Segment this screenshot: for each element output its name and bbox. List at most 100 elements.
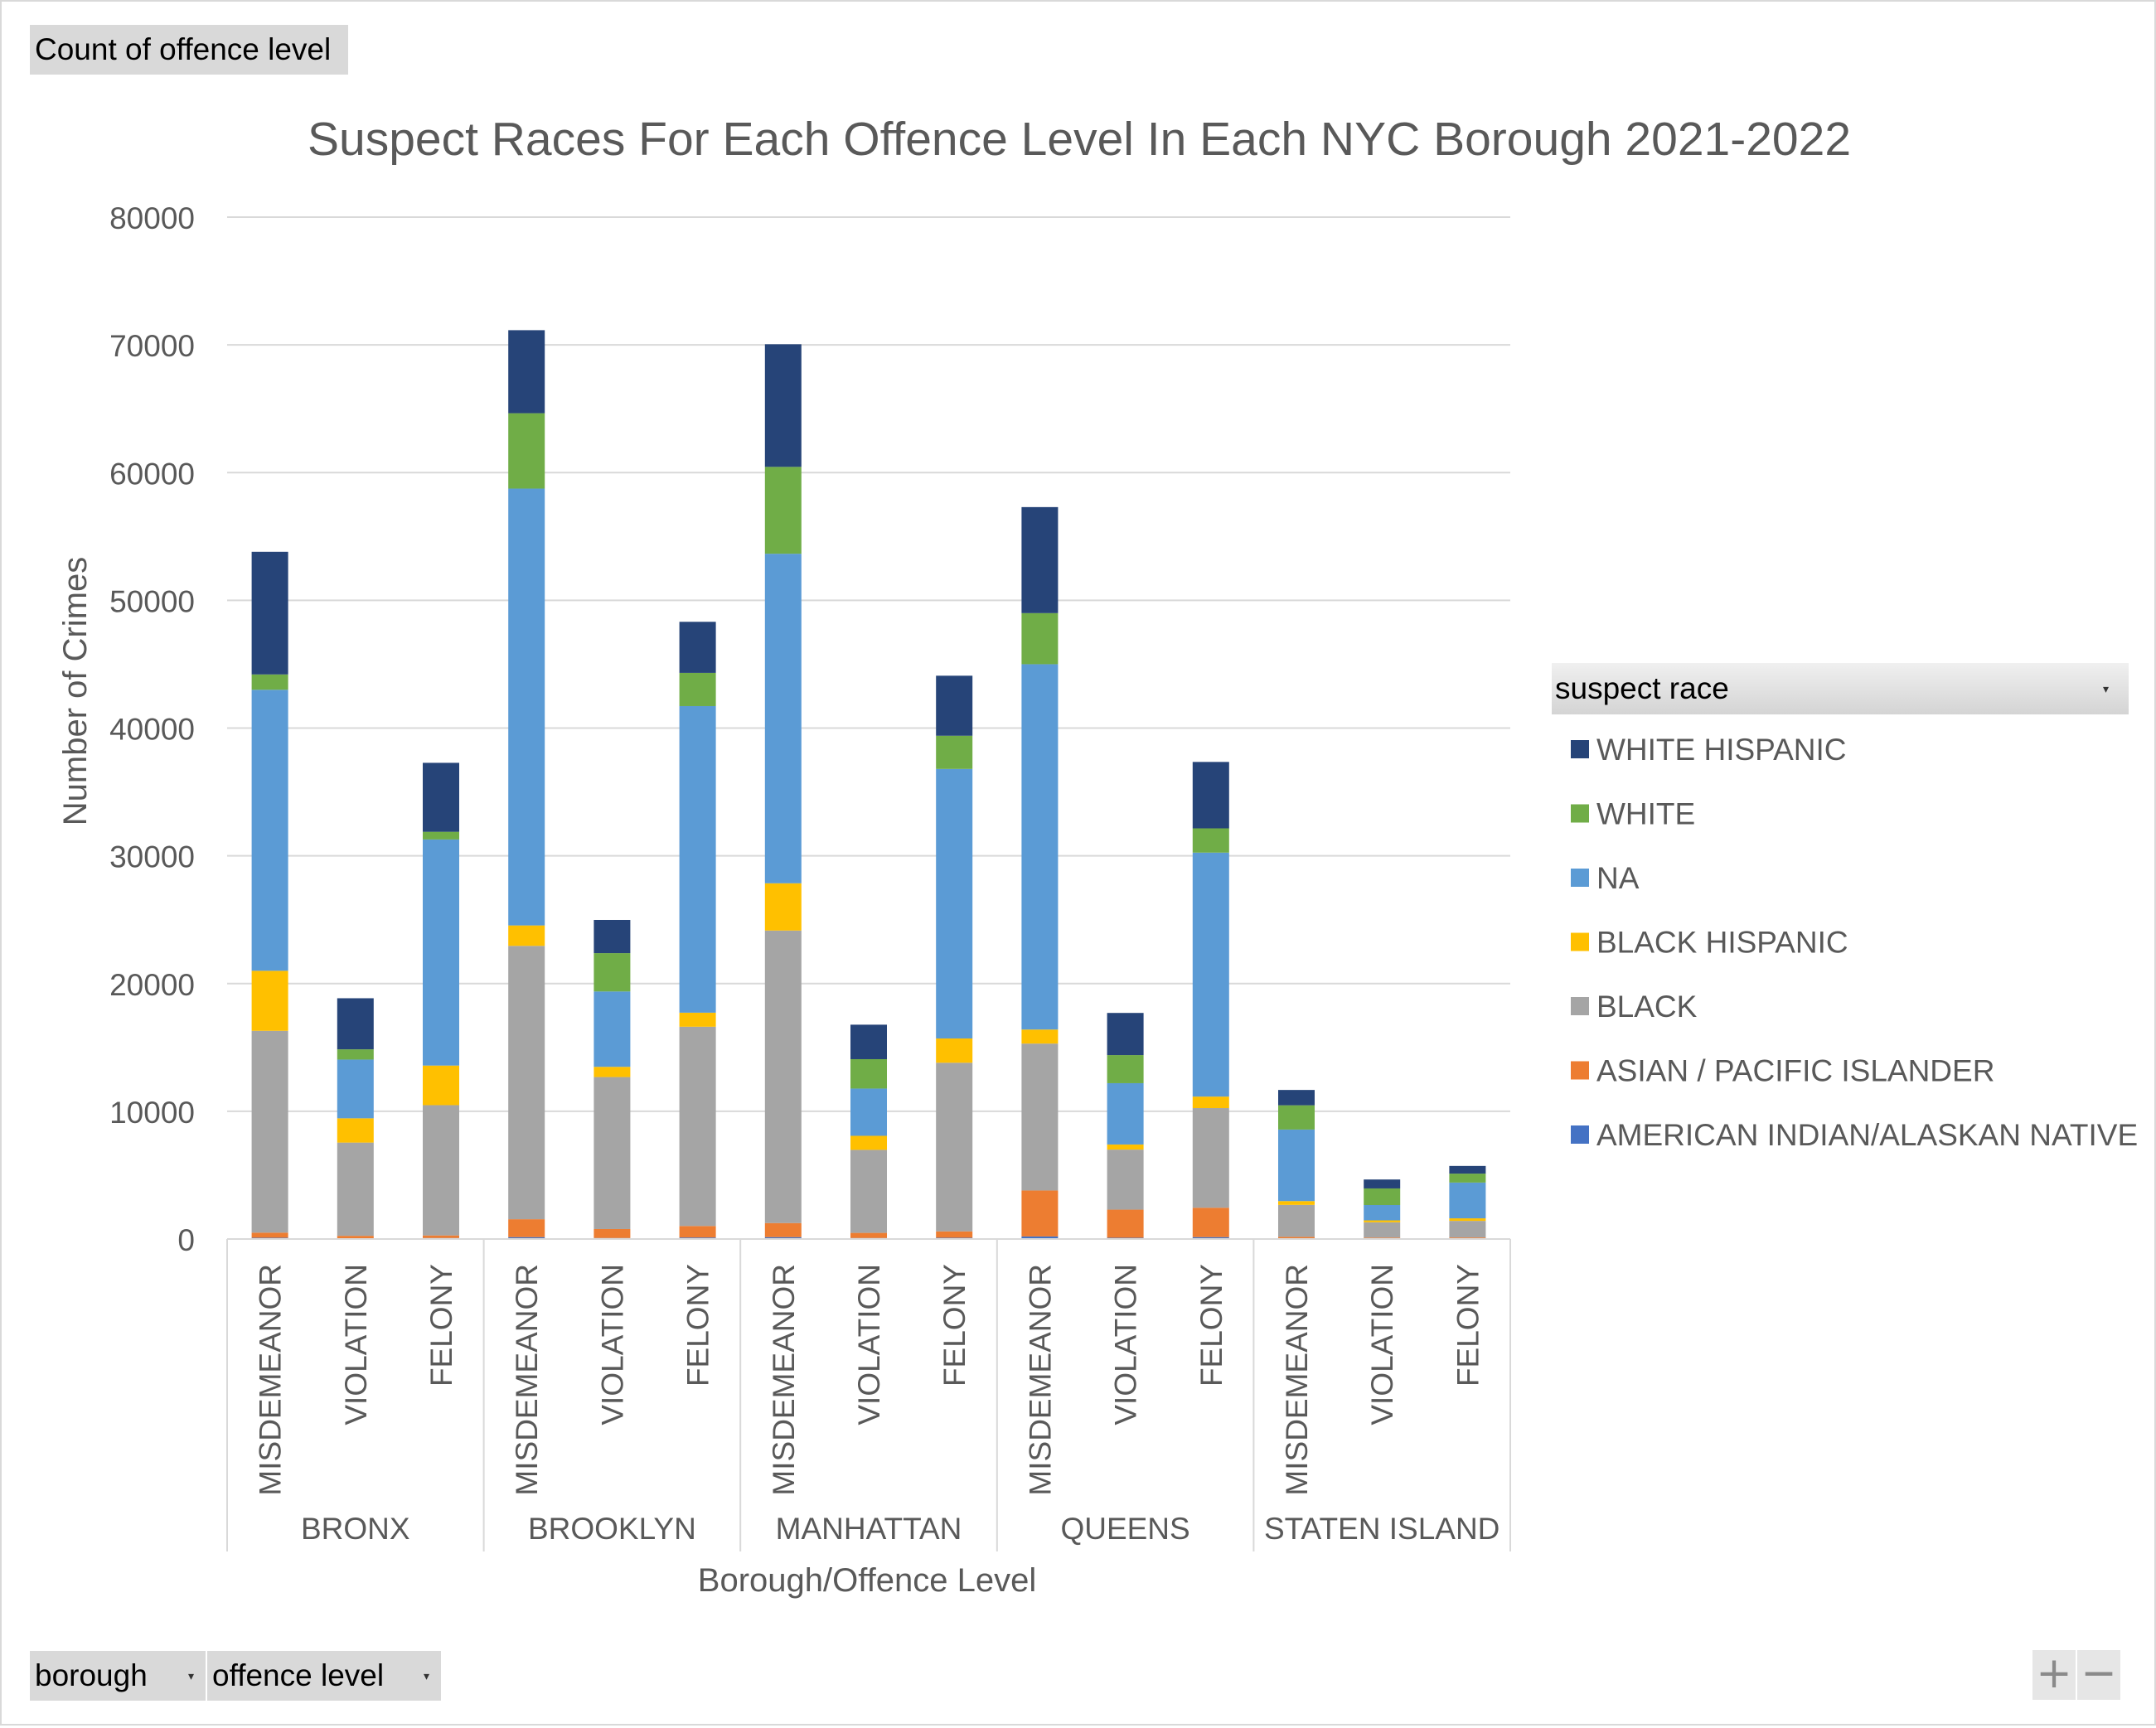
x-tick-label: FELONY xyxy=(937,1264,971,1387)
bar-segment xyxy=(1107,1145,1144,1150)
group-label: STATEN ISLAND xyxy=(1264,1512,1500,1546)
bar-segment xyxy=(508,414,545,489)
bar-segment xyxy=(423,1105,459,1235)
bar-segment xyxy=(252,690,288,970)
bar-segment xyxy=(508,489,545,926)
bar-segment xyxy=(252,1232,288,1237)
bar-segment xyxy=(1449,1166,1485,1174)
stacked-bar xyxy=(765,344,802,1239)
legend-label: NA xyxy=(1596,861,1640,895)
legend-swatch xyxy=(1571,997,1589,1015)
bar-segment xyxy=(765,1223,802,1237)
legend-item: BLACK HISPANIC xyxy=(1571,926,1848,960)
bar-segment xyxy=(680,1027,716,1226)
bar-segment xyxy=(337,1143,374,1237)
bar-segment xyxy=(252,552,288,675)
bar-segment xyxy=(1107,1150,1144,1209)
bar-segment xyxy=(1193,1096,1229,1108)
bar-segment xyxy=(1278,1106,1315,1130)
chart-title: Suspect Races For Each Offence Level In … xyxy=(308,113,1851,166)
bar-segment xyxy=(936,1232,972,1238)
bar-segment xyxy=(680,622,716,673)
bar-segment xyxy=(508,330,545,413)
bar-segment xyxy=(594,953,630,991)
y-axis-title: Number of Crimes xyxy=(57,557,94,826)
bar-segment xyxy=(1449,1221,1485,1237)
row-field-borough-button[interactable]: borough ▾ xyxy=(30,1651,206,1701)
bar-segment xyxy=(1193,853,1229,1096)
legend-item: BLACK xyxy=(1571,990,1698,1024)
bar-segment xyxy=(252,1031,288,1233)
bar-segment xyxy=(252,675,288,690)
dropdown-arrow-icon[interactable]: ▾ xyxy=(188,1651,194,1701)
bar-segment xyxy=(508,926,545,946)
bar-segment xyxy=(936,1062,972,1231)
bar-segment xyxy=(1021,1043,1058,1190)
y-tick-label: 60000 xyxy=(109,457,195,491)
minus-icon: − xyxy=(2081,1648,2117,1698)
legend-swatch xyxy=(1571,933,1589,951)
collapse-button[interactable]: − xyxy=(2077,1650,2120,1700)
legend-label: ASIAN / PACIFIC ISLANDER xyxy=(1596,1054,1994,1088)
bar-segment xyxy=(765,883,802,931)
stacked-bar xyxy=(1449,1166,1485,1239)
x-tick-label: FELONY xyxy=(681,1264,715,1387)
group-label: MANHATTAN xyxy=(776,1512,962,1546)
bar-segment xyxy=(337,1236,374,1238)
y-tick-label: 50000 xyxy=(109,584,195,618)
bar-segment xyxy=(765,554,802,883)
bar-segment xyxy=(1364,1222,1400,1237)
bar-segment xyxy=(850,1024,887,1059)
stacked-bar xyxy=(1107,1013,1144,1239)
x-tick-label: MISDEMEANOR xyxy=(767,1264,801,1496)
stacked-bar xyxy=(850,1024,887,1239)
y-tick-label: 80000 xyxy=(109,201,195,235)
bar-segment xyxy=(1278,1201,1315,1205)
bar-segment xyxy=(1107,1210,1144,1238)
values-field-label: Count of offence level xyxy=(35,32,331,66)
y-axis-tick-labels: 0100002000030000400005000060000700008000… xyxy=(109,201,195,1257)
legend-label: BLACK xyxy=(1596,990,1698,1024)
stacked-bar xyxy=(337,998,374,1239)
bar-segment xyxy=(423,762,459,831)
bar-segment xyxy=(1107,1055,1144,1083)
bar-segment xyxy=(1021,507,1058,613)
stacked-bar xyxy=(1021,507,1058,1239)
stacked-bar xyxy=(1278,1090,1315,1239)
values-field-button[interactable]: Count of offence level xyxy=(30,25,348,75)
x-tick-label: MISDEMEANOR xyxy=(1280,1264,1314,1496)
legend-item: WHITE xyxy=(1571,797,1695,831)
bar-segment xyxy=(1364,1220,1400,1222)
x-tick-label: FELONY xyxy=(1451,1264,1485,1387)
legend-item: ASIAN / PACIFIC ISLANDER xyxy=(1571,1054,1994,1088)
bar-segment xyxy=(680,706,716,1013)
expand-button[interactable]: + xyxy=(2032,1650,2076,1700)
bar-segment xyxy=(936,736,972,769)
bar-segment xyxy=(252,970,288,1030)
legend-swatch xyxy=(1571,1125,1589,1144)
row-field-borough-label: borough xyxy=(35,1658,148,1692)
dropdown-arrow-icon[interactable]: ▾ xyxy=(2103,663,2109,714)
bar-segment xyxy=(594,920,630,953)
bar-segment xyxy=(1021,1190,1058,1236)
row-field-offence-level-button[interactable]: offence level ▾ xyxy=(207,1651,441,1701)
dropdown-arrow-icon[interactable]: ▾ xyxy=(424,1651,429,1701)
bar-segment xyxy=(850,1233,887,1238)
bar-segment xyxy=(423,840,459,1066)
stacked-bar xyxy=(594,920,630,1239)
plus-icon: + xyxy=(2036,1648,2072,1698)
bar-segment xyxy=(1364,1188,1400,1205)
bar-segment xyxy=(1278,1090,1315,1105)
legend-field-button[interactable]: suspect race ▾ xyxy=(1552,663,2129,714)
bar-segment xyxy=(1193,1208,1229,1237)
bar-segment xyxy=(1021,1029,1058,1043)
bar-segment xyxy=(1278,1130,1315,1201)
bar-segment xyxy=(1364,1205,1400,1220)
gridlines xyxy=(227,217,1510,1111)
legend-field-label: suspect race xyxy=(1555,671,1729,705)
x-tick-label: VIOLATION xyxy=(1365,1264,1399,1425)
x-axis-title: Borough/Offence Level xyxy=(698,1562,1036,1599)
bar-segment xyxy=(936,1038,972,1062)
